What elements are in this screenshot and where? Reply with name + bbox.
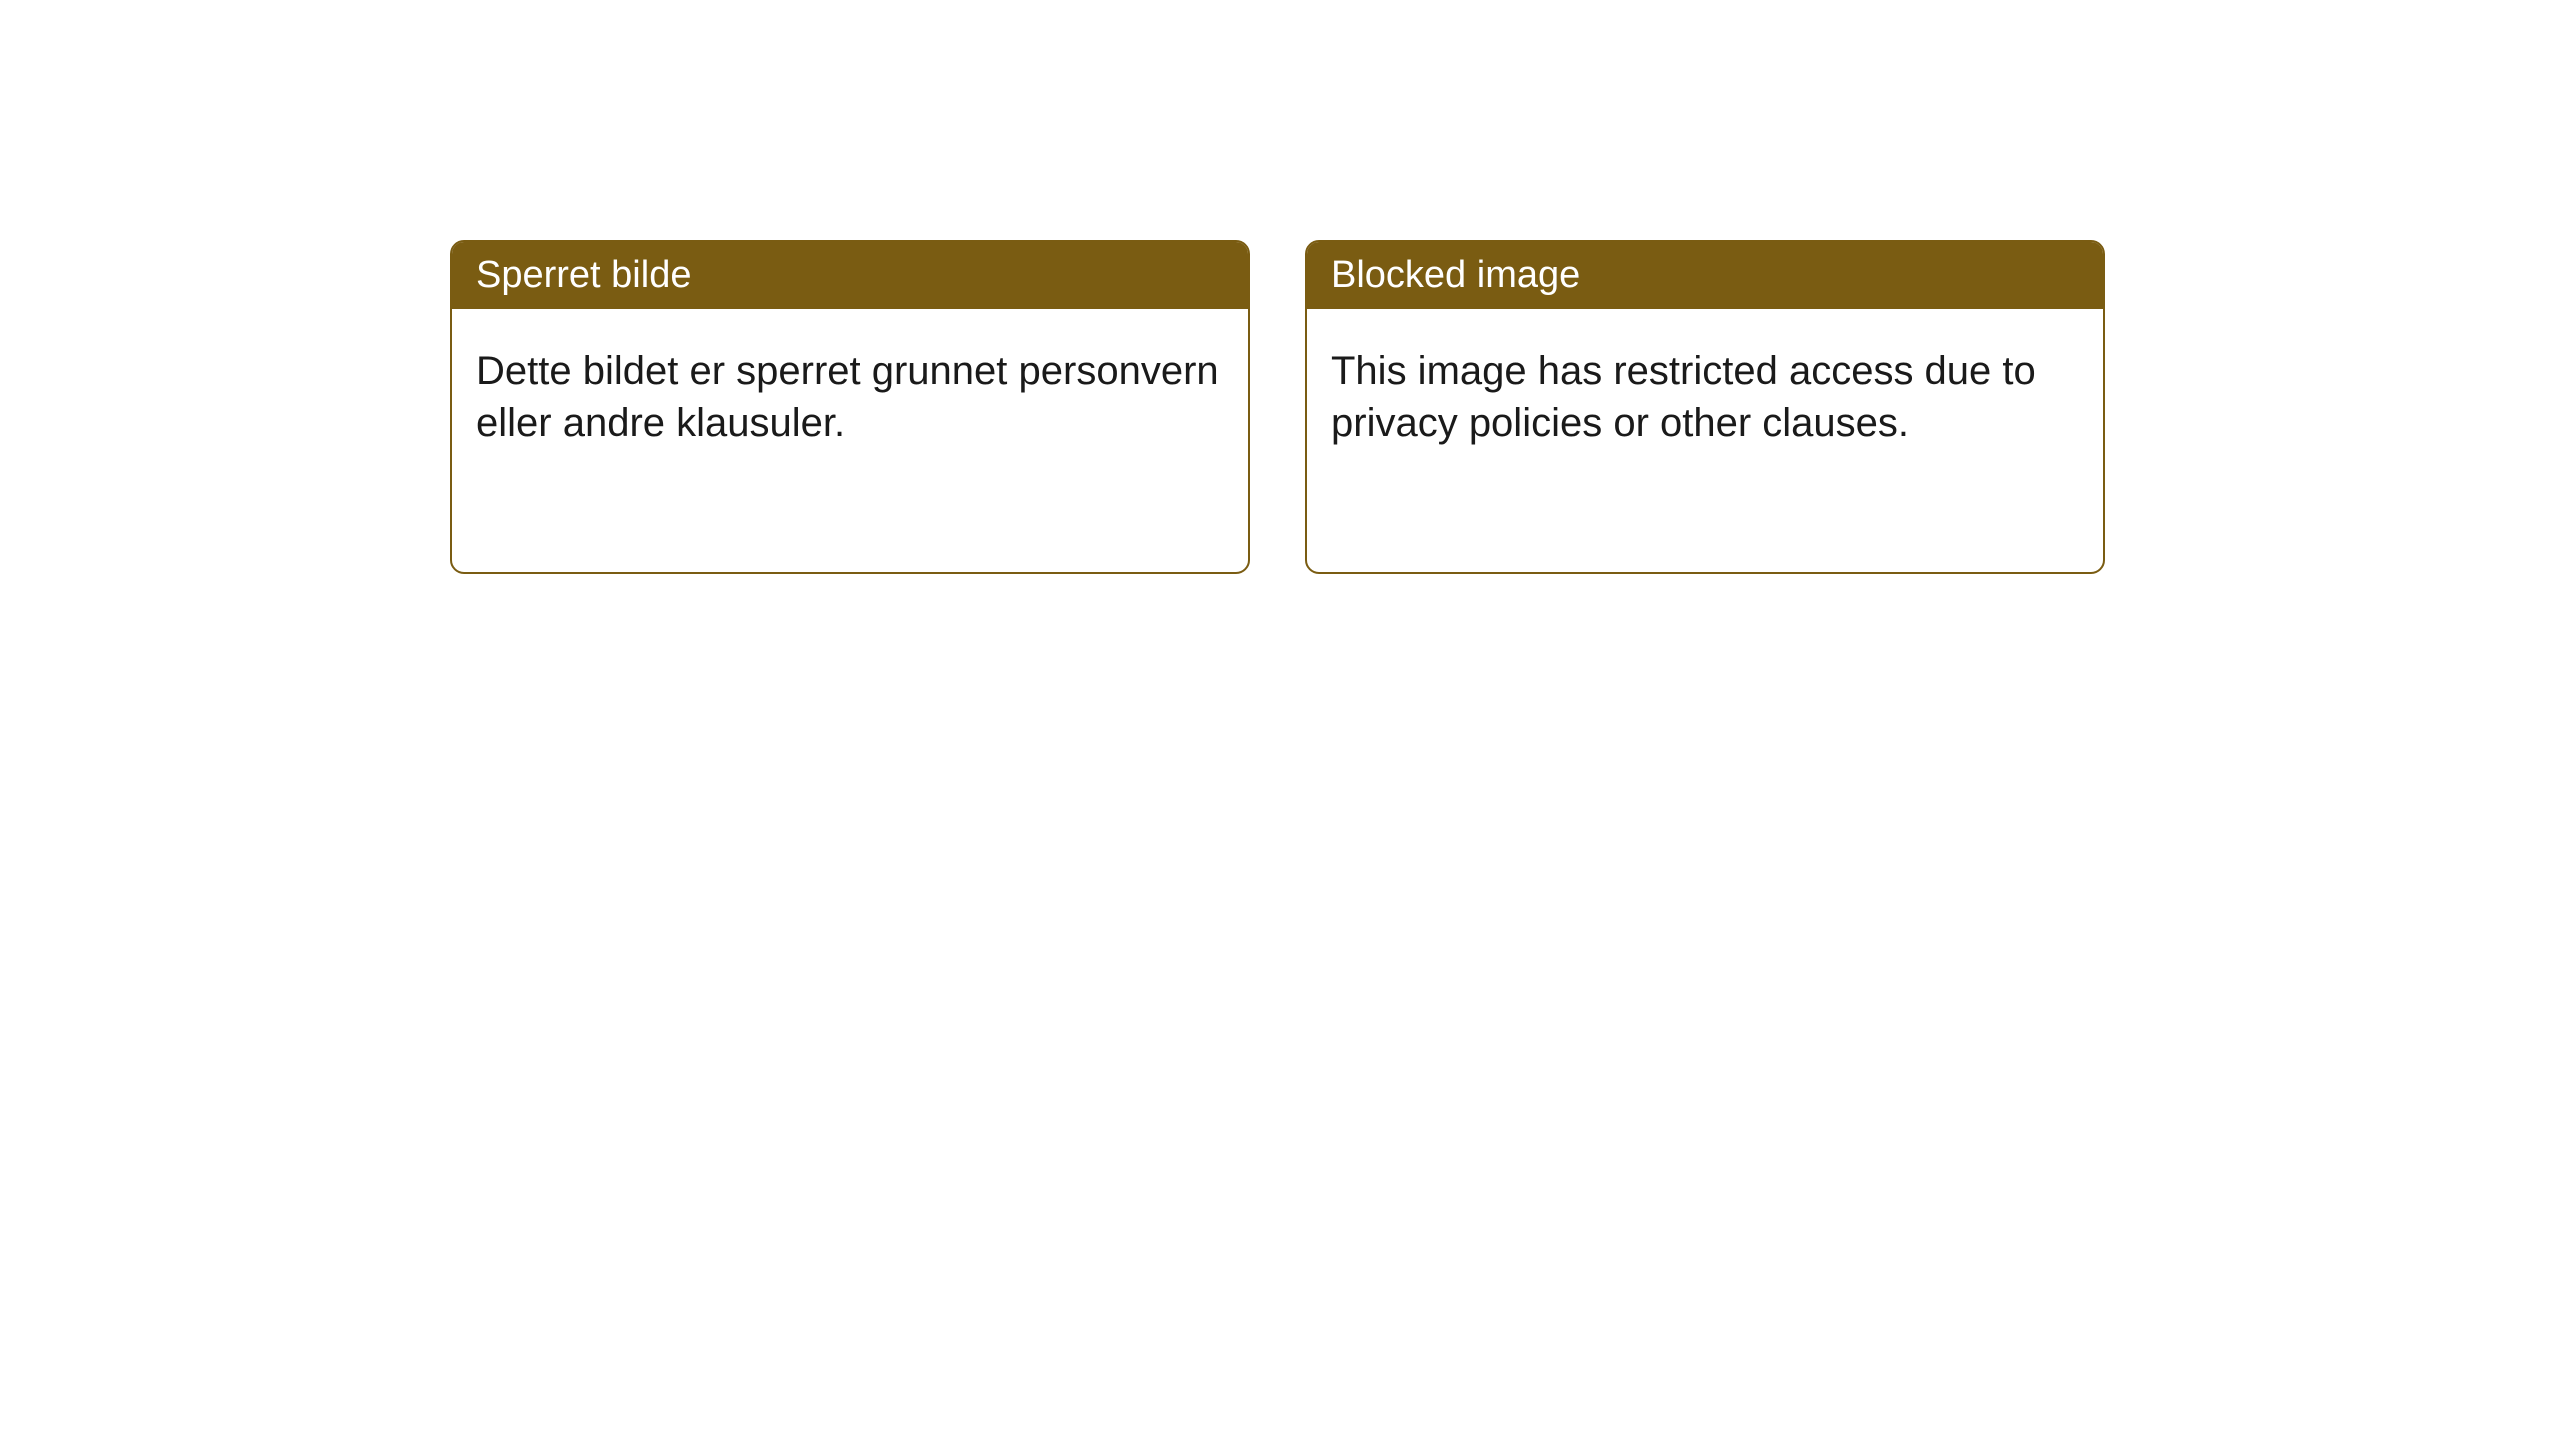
card-header-en: Blocked image xyxy=(1307,242,2103,309)
card-title-en: Blocked image xyxy=(1331,254,1580,296)
blocked-image-card-no: Sperret bilde Dette bildet er sperret gr… xyxy=(450,240,1250,574)
card-body-en: This image has restricted access due to … xyxy=(1307,309,2103,485)
card-header-no: Sperret bilde xyxy=(452,242,1248,309)
card-title-no: Sperret bilde xyxy=(476,254,691,296)
card-body-no: Dette bildet er sperret grunnet personve… xyxy=(452,309,1248,485)
blocked-image-card-en: Blocked image This image has restricted … xyxy=(1305,240,2105,574)
card-message-no: Dette bildet er sperret grunnet personve… xyxy=(476,349,1219,445)
notice-container: Sperret bilde Dette bildet er sperret gr… xyxy=(450,240,2105,574)
card-message-en: This image has restricted access due to … xyxy=(1331,349,2036,445)
